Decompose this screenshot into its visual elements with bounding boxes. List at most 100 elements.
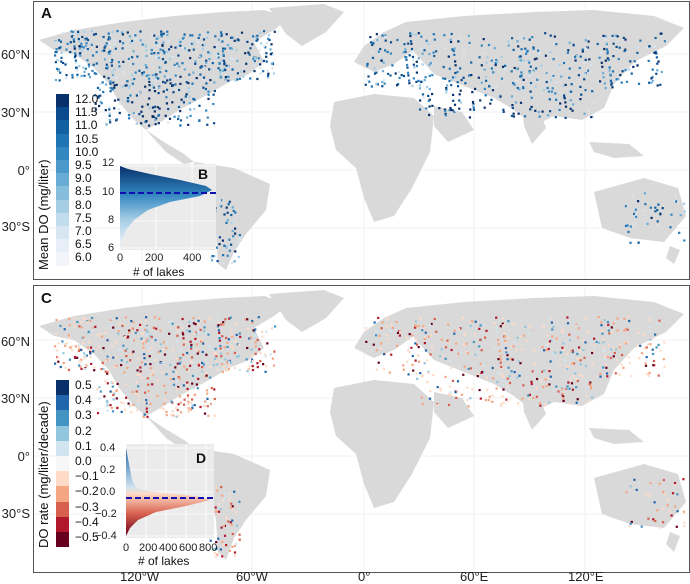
lake-point bbox=[663, 493, 667, 496]
lake-point bbox=[519, 55, 522, 58]
lake-point bbox=[230, 243, 233, 246]
lake-point bbox=[73, 56, 77, 59]
lake-point bbox=[529, 108, 532, 111]
central-america bbox=[146, 130, 194, 164]
lake-point bbox=[427, 335, 430, 338]
lake-point bbox=[219, 75, 222, 78]
lake-point bbox=[153, 90, 157, 93]
lake-point bbox=[95, 51, 98, 54]
lake-point bbox=[373, 72, 377, 75]
lake-point bbox=[645, 346, 648, 349]
lake-point bbox=[579, 357, 582, 360]
lake-point bbox=[234, 211, 237, 214]
lake-point bbox=[55, 48, 58, 51]
lake-point bbox=[202, 76, 206, 79]
lake-point bbox=[180, 411, 183, 414]
lake-point bbox=[165, 69, 168, 73]
lake-point bbox=[109, 381, 113, 384]
lake-point bbox=[73, 325, 76, 328]
lake-point bbox=[253, 70, 256, 73]
lake-point bbox=[74, 52, 77, 55]
lake-point bbox=[265, 365, 268, 368]
lake-point bbox=[620, 81, 623, 84]
lake-point bbox=[591, 396, 594, 399]
lake-point bbox=[110, 61, 113, 64]
lake-point bbox=[55, 319, 58, 322]
lake-point bbox=[581, 50, 584, 53]
lake-point bbox=[89, 351, 92, 354]
lake-point bbox=[512, 48, 515, 51]
lake-point bbox=[500, 405, 503, 408]
lake-point bbox=[224, 47, 227, 50]
lake-point bbox=[554, 92, 557, 95]
lake-point bbox=[569, 107, 572, 110]
lake-point bbox=[579, 98, 582, 101]
lake-point bbox=[202, 342, 205, 345]
lake-point bbox=[483, 323, 486, 326]
lake-point bbox=[630, 520, 633, 523]
lake-point bbox=[600, 324, 603, 327]
lake-point bbox=[93, 369, 96, 372]
lake-point bbox=[104, 83, 108, 86]
lake-point bbox=[151, 383, 154, 386]
lake-point bbox=[366, 64, 369, 68]
lake-point bbox=[267, 76, 270, 79]
lake-point bbox=[166, 33, 169, 37]
lake-point bbox=[627, 316, 630, 319]
lake-point bbox=[102, 347, 105, 350]
legend-value: 0.2 bbox=[75, 423, 92, 438]
lake-point bbox=[673, 481, 677, 485]
lake-point bbox=[220, 355, 223, 358]
lake-point bbox=[574, 372, 577, 375]
lake-point bbox=[91, 54, 95, 57]
lake-point bbox=[192, 387, 195, 390]
lake-point bbox=[519, 101, 523, 104]
lon-tick-60w: 60°W bbox=[236, 569, 268, 584]
lake-point bbox=[68, 317, 71, 320]
lake-point bbox=[197, 319, 200, 322]
lake-point bbox=[405, 336, 408, 339]
lake-point bbox=[606, 57, 609, 60]
lake-point bbox=[480, 371, 483, 374]
lake-point bbox=[441, 77, 444, 80]
lake-point bbox=[107, 32, 110, 35]
lake-point bbox=[573, 362, 576, 365]
lake-point bbox=[73, 317, 76, 320]
lake-point bbox=[141, 332, 144, 335]
lake-point bbox=[192, 41, 195, 45]
lake-point bbox=[197, 41, 200, 44]
lake-point bbox=[228, 549, 232, 552]
lake-point bbox=[229, 361, 233, 364]
lake-point bbox=[633, 60, 636, 63]
lake-point bbox=[541, 346, 544, 349]
lake-point bbox=[59, 324, 62, 328]
lake-point bbox=[562, 395, 565, 398]
lake-point bbox=[140, 110, 143, 113]
lake-point bbox=[262, 59, 265, 62]
lake-point bbox=[575, 386, 578, 389]
lake-point bbox=[496, 380, 499, 384]
lake-point bbox=[254, 345, 257, 348]
lake-point bbox=[189, 408, 192, 411]
lake-point bbox=[213, 357, 216, 360]
lake-point bbox=[534, 363, 537, 366]
lake-point bbox=[146, 103, 149, 106]
lake-point bbox=[431, 346, 434, 349]
lake-point bbox=[375, 349, 378, 352]
legend-swatch bbox=[56, 456, 69, 472]
lake-point bbox=[253, 64, 256, 67]
lake-point bbox=[636, 64, 639, 67]
lake-point bbox=[607, 329, 610, 332]
lake-point bbox=[113, 392, 116, 395]
lake-point bbox=[95, 62, 98, 65]
lake-point bbox=[203, 320, 206, 323]
lake-point bbox=[197, 377, 200, 380]
lake-point bbox=[648, 371, 651, 374]
lake-point bbox=[469, 324, 472, 327]
lake-point bbox=[485, 75, 488, 78]
lake-point bbox=[504, 347, 507, 350]
lake-point bbox=[678, 231, 681, 234]
inset-b-ytick-12: 12 bbox=[102, 157, 115, 169]
lake-point bbox=[646, 372, 649, 376]
lake-point bbox=[519, 362, 522, 365]
